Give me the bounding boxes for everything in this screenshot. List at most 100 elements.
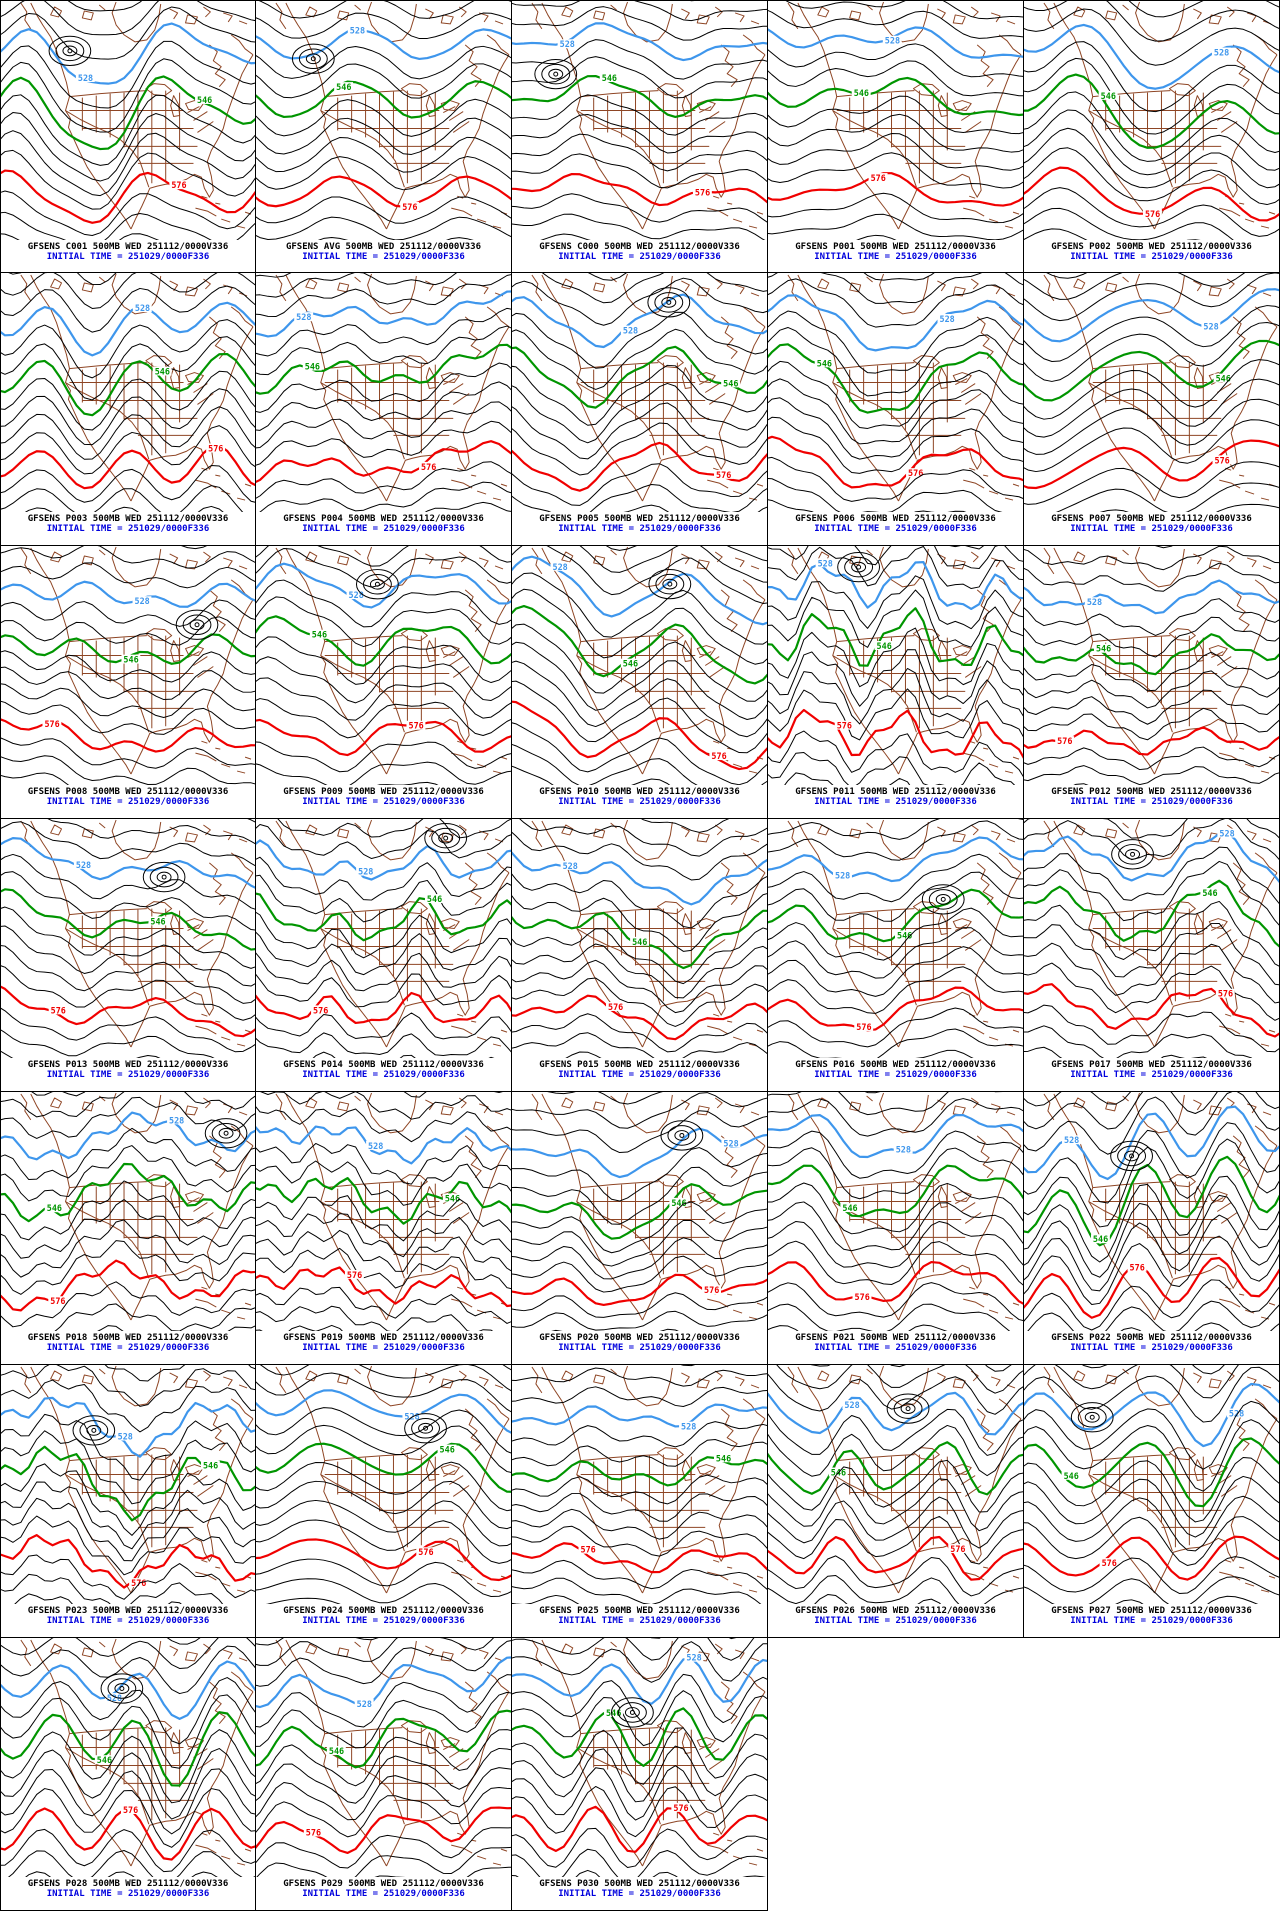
geography-outline	[912, 628, 940, 642]
height-contour-line	[768, 1424, 1023, 1477]
closed-contour-ring	[921, 884, 965, 915]
closed-contour-center	[1129, 1153, 1135, 1159]
panel-initial-time: INITIAL TIME = 251029/0000F336	[46, 1616, 210, 1626]
panel-title: GFSENS P020 500MB WED 251112/0000V336	[539, 1333, 740, 1343]
closed-contour-ring	[893, 1398, 923, 1419]
height-contour-line	[1, 1463, 255, 1536]
geography-outline	[81, 1454, 181, 1548]
panel-title: GFSENS P022 500MB WED 251112/0000V336	[1051, 1333, 1252, 1343]
geography-outline	[531, 1366, 543, 1394]
contour-value-label: 546	[203, 1461, 218, 1471]
geography-outline	[699, 1470, 726, 1497]
contour-label-mask	[894, 930, 914, 940]
highlight-contour-line	[512, 851, 767, 906]
height-contour-line	[1, 1788, 255, 1848]
geography-outline	[50, 1641, 248, 1662]
height-contour-line	[1024, 1400, 1279, 1470]
contour-value-label: 528	[107, 1693, 122, 1703]
contour-value-label: 576	[1214, 455, 1229, 465]
panel-label-block: GFSENS P030 500MB WED 251112/0000V336 IN…	[512, 1877, 767, 1899]
contour-label-mask	[356, 866, 376, 876]
geography-outline	[531, 547, 543, 575]
panel-initial-time: INITIAL TIME = 251029/0000F336	[302, 1070, 465, 1080]
height-contour-line	[1, 1677, 255, 1745]
contour-label-mask	[852, 1291, 872, 1301]
geography-outline	[681, 913, 692, 936]
closed-contour-center	[67, 48, 73, 54]
height-contour-line	[1, 965, 255, 1021]
contour-label-mask	[882, 35, 902, 45]
height-contour-line	[1, 1180, 255, 1241]
height-contour-line	[256, 1424, 511, 1473]
contour-label-mask	[605, 1001, 625, 1011]
height-contour-line	[256, 1691, 511, 1749]
geography-outline	[642, 1691, 766, 1867]
height-contour-line	[512, 1092, 767, 1129]
highlight-contour-line	[512, 1707, 767, 1767]
closed-contour-center	[940, 896, 946, 902]
height-contour-line	[1, 1573, 224, 1604]
closed-contour-ring	[424, 822, 468, 854]
geography-outline	[20, 1093, 32, 1121]
geography-outline	[1211, 1197, 1238, 1224]
height-contour-line	[24, 505, 224, 512]
height-contour-line	[1, 1281, 255, 1328]
contour-value-label: 576	[402, 202, 417, 212]
panel-label-block: GFSENS P018 500MB WED 251112/0000V336 IN…	[1, 1331, 255, 1353]
contour-value-label: 528	[818, 558, 833, 568]
height-contour-line	[785, 1, 1023, 20]
forecast-panel-p020: 528 546 576 GFSENS P020 500MB WED 251112/0…	[512, 1092, 768, 1365]
geography-outline	[425, 1186, 436, 1209]
height-contour-line	[1024, 1475, 1279, 1538]
contour-label-mask	[620, 325, 640, 335]
geography-outline	[580, 655, 710, 709]
height-contour-line	[1, 112, 255, 182]
height-contour-line	[512, 1237, 767, 1280]
panel-initial-time: INITIAL TIME = 251029/0000F336	[46, 797, 210, 807]
contour-label-mask	[120, 1805, 140, 1814]
geography-outline	[1154, 326, 1278, 502]
height-contour-line	[317, 237, 474, 240]
closed-contour-center	[310, 56, 316, 62]
highlight-contour-line	[1, 1111, 255, 1161]
geography-outline	[195, 195, 252, 229]
contour-value-label: 546	[602, 73, 617, 83]
geography-outline	[642, 1145, 766, 1321]
geography-outline	[324, 110, 454, 164]
height-contour-line	[512, 1765, 767, 1821]
height-contour-map: 528 546 576	[256, 819, 511, 1058]
contour-value-label: 576	[856, 1022, 871, 1032]
contour-value-label: 546	[606, 1708, 621, 1718]
contour-label-mask	[1090, 1234, 1110, 1244]
panel-title: GFSENS P023 500MB WED 251112/0000V336	[27, 1606, 229, 1616]
height-contour-line	[512, 56, 767, 99]
highlight-contour-line	[256, 1442, 511, 1493]
geography-outline	[580, 635, 659, 643]
closed-contour-ring	[100, 1673, 144, 1704]
geography-outline	[451, 467, 508, 501]
geography-outline	[531, 274, 543, 302]
highlight-contour-line	[512, 172, 767, 207]
height-contour-line	[1024, 746, 1279, 771]
height-contour-line	[256, 362, 511, 413]
height-contour-line	[1, 273, 255, 309]
height-contour-line	[768, 1092, 1023, 1116]
height-contour-line	[768, 649, 1023, 707]
closed-contour-ring	[1118, 844, 1147, 865]
height-contour-line	[1, 406, 255, 460]
height-contour-line	[579, 546, 767, 583]
height-contour-line	[512, 893, 767, 952]
height-contour-line	[1099, 503, 1279, 512]
contour-label-mask	[669, 1197, 689, 1207]
height-contour-line	[1, 94, 255, 166]
geography-outline	[541, 2, 643, 230]
closed-contour-ring	[107, 1678, 137, 1699]
height-contour-line	[512, 1848, 767, 1877]
highlight-contour-line	[1, 888, 255, 951]
geography-outline	[1168, 1174, 1196, 1188]
contour-value-label: 576	[1130, 1263, 1145, 1273]
panel-label-block: GFSENS P010 500MB WED 251112/0000V336 IN…	[512, 785, 767, 807]
closed-contour-ring	[935, 893, 951, 905]
height-contour-line	[1024, 1214, 1279, 1292]
height-contour-line	[1024, 1092, 1279, 1130]
